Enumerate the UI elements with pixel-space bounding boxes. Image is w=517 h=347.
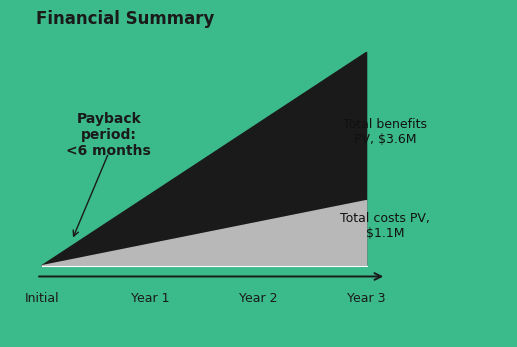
Text: Total benefits
PV, $3.6M: Total benefits PV, $3.6M — [343, 118, 427, 146]
Text: Year 3: Year 3 — [347, 293, 386, 305]
Text: Year 2: Year 2 — [239, 293, 278, 305]
Text: Total costs PV,
$1.1M: Total costs PV, $1.1M — [340, 212, 430, 239]
Polygon shape — [41, 201, 367, 266]
Text: Financial Summary: Financial Summary — [36, 10, 215, 28]
Text: Initial: Initial — [24, 293, 59, 305]
Text: Year 1: Year 1 — [131, 293, 169, 305]
Polygon shape — [41, 52, 367, 266]
Text: Payback
period:
<6 months: Payback period: <6 months — [66, 112, 151, 159]
